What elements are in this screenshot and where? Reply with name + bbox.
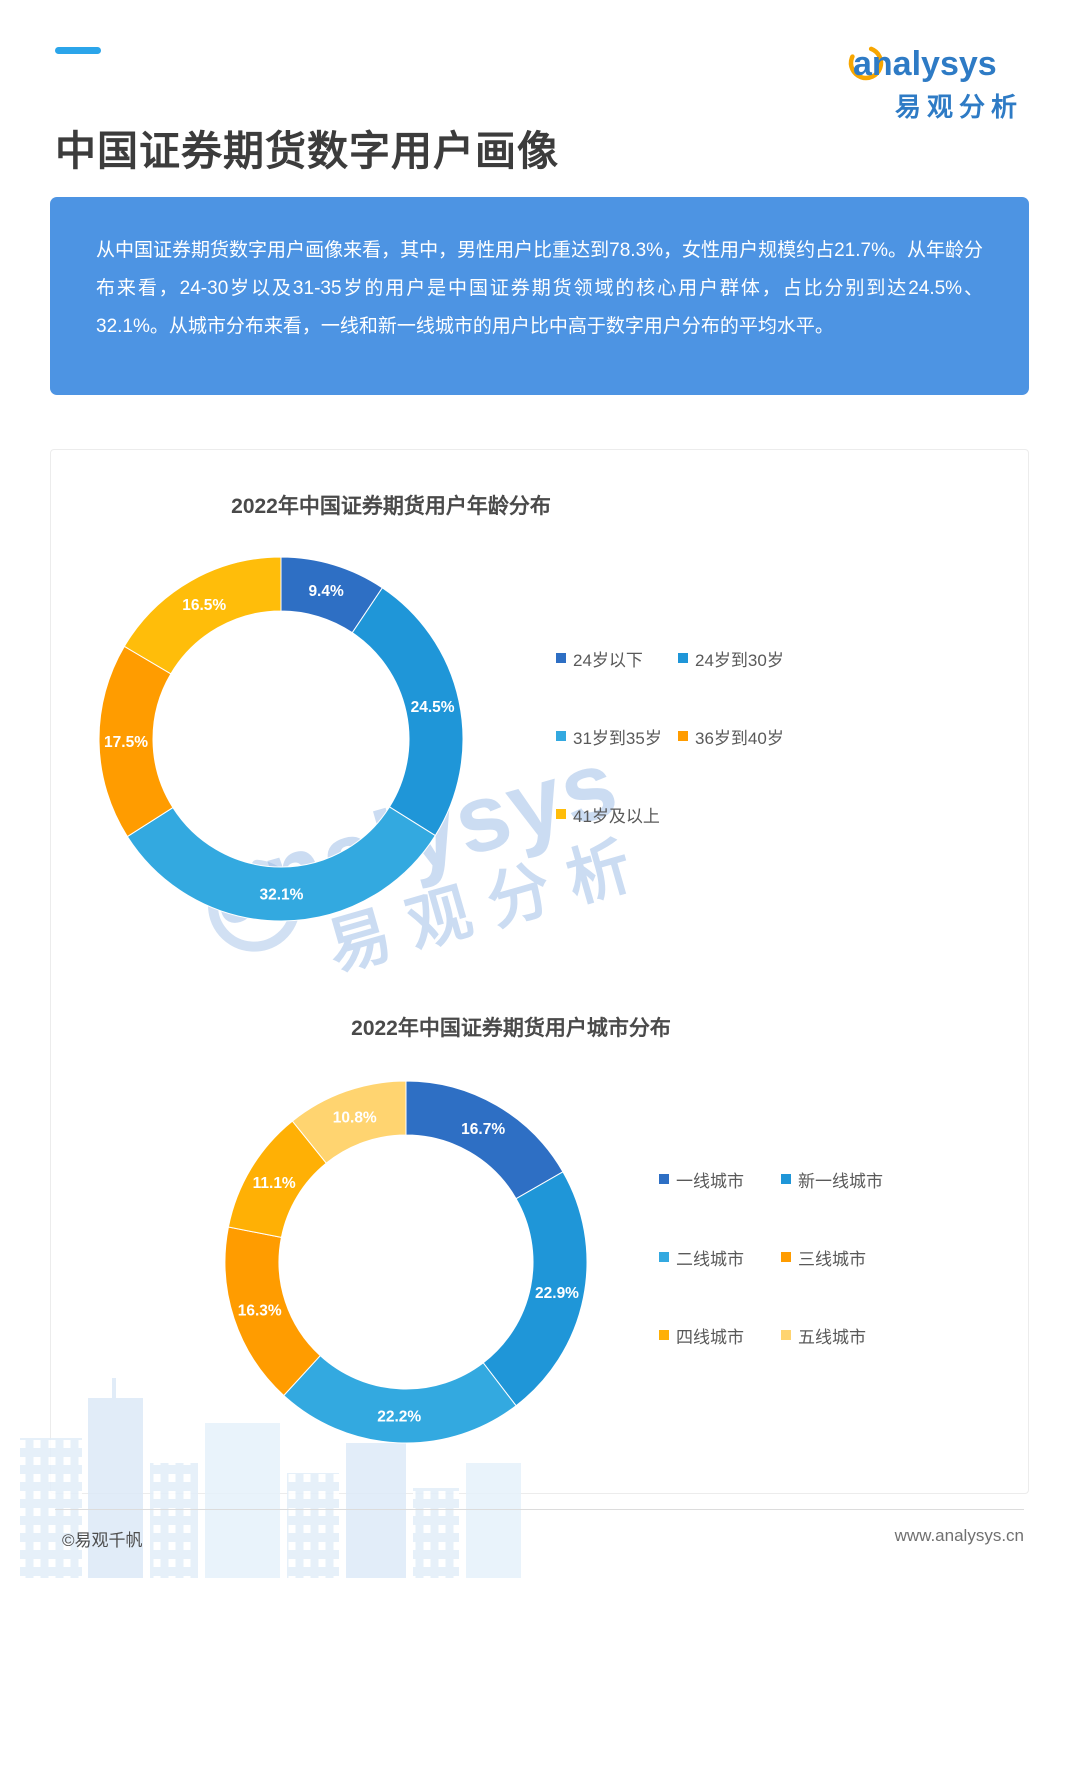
donut-slice-0: [405, 1080, 564, 1200]
footer-divider: [55, 1509, 1024, 1510]
slice-percentage-label: 16.7%: [461, 1121, 505, 1138]
city-distribution-legend: 一线城市 新一线城市二线城市 三线城市四线城市 五线城市: [659, 1168, 883, 1347]
slice-percentage-label: 22.2%: [377, 1408, 421, 1425]
age-distribution-donut-chart: 9.4% 24.5% 32.1% 17.5% 16.5%: [91, 549, 471, 934]
legend-item: 24岁到30岁: [678, 647, 784, 670]
legend-item: 一线城市: [659, 1168, 781, 1191]
slice-percentage-label: 22.9%: [535, 1285, 579, 1302]
legend-swatch-icon: [556, 653, 566, 663]
legend-item: 24岁以下: [556, 647, 678, 670]
legend-label: 41岁及以上: [573, 806, 660, 826]
brand-logo: analysys 易观分析: [845, 34, 1027, 124]
legend-label: 24岁到30岁: [695, 650, 784, 670]
legend-swatch-icon: [659, 1174, 669, 1184]
legend-label: 新一线城市: [798, 1171, 883, 1191]
charts-card: 2022年中国证券期货用户年龄分布 9.4% 24.5% 32.1% 17.5% 16.…: [50, 449, 1029, 1494]
legend-item: 二线城市: [659, 1246, 781, 1269]
summary-text: 从中国证券期货数字用户画像来看，其中，男性用户比重达到78.3%，女性用户规模约…: [96, 240, 983, 337]
summary-box: 从中国证券期货数字用户画像来看，其中，男性用户比重达到78.3%，女性用户规模约…: [50, 197, 1029, 395]
legend-swatch-icon: [659, 1252, 669, 1262]
legend-swatch-icon: [678, 653, 688, 663]
legend-label: 一线城市: [676, 1171, 744, 1191]
slice-percentage-label: 10.8%: [333, 1109, 377, 1126]
brand-logo-cn: 易观分析: [894, 92, 1023, 122]
legend-label: 二线城市: [676, 1249, 744, 1269]
legend-swatch-icon: [781, 1174, 791, 1184]
slice-percentage-label: 32.1%: [260, 886, 304, 903]
slice-percentage-label: 24.5%: [411, 699, 455, 716]
city-distribution-donut-chart: 16.7% 22.9% 22.2% 16.3% 11.1% 10.8%: [216, 1072, 596, 1457]
donut-slice-2: [283, 1354, 517, 1444]
legend-swatch-icon: [781, 1252, 791, 1262]
footer-website-link: www.analysys.cn: [894, 1526, 1024, 1545]
donut-slice-2: [126, 806, 436, 922]
svg-text:analysys: analysys: [853, 45, 997, 82]
legend-swatch-icon: [556, 731, 566, 741]
slice-percentage-label: 16.3%: [238, 1303, 282, 1320]
legend-label: 36岁到40岁: [695, 728, 784, 748]
legend-label: 四线城市: [676, 1327, 744, 1347]
legend-item: 41岁及以上: [556, 803, 678, 826]
legend-item: 31岁到35岁: [556, 725, 678, 748]
slice-percentage-label: 11.1%: [253, 1175, 296, 1192]
legend-swatch-icon: [556, 809, 566, 819]
donut-slice-5: [291, 1080, 407, 1164]
legend-item: 三线城市: [781, 1246, 883, 1269]
slice-percentage-label: 17.5%: [104, 734, 148, 751]
slice-percentage-label: 9.4%: [308, 583, 344, 600]
chart2-title: 2022年中国证券期货用户城市分布: [351, 1017, 671, 1040]
legend-item: 四线城市: [659, 1324, 781, 1347]
donut-slice-4: [123, 556, 282, 675]
legend-swatch-icon: [678, 731, 688, 741]
age-distribution-legend: 24岁以下 24岁到30岁 31岁到35岁 36岁到40岁 41岁及以上: [556, 647, 784, 826]
legend-label: 三线城市: [798, 1249, 866, 1269]
legend-item: 五线城市: [781, 1324, 883, 1347]
accent-dash: [55, 47, 101, 54]
legend-label: 五线城市: [798, 1327, 866, 1347]
legend-item: 36岁到40岁: [678, 725, 784, 748]
footer-copyright: ©易观千帆: [62, 1531, 143, 1550]
slice-percentage-label: 16.5%: [182, 597, 226, 614]
legend-swatch-icon: [781, 1330, 791, 1340]
page-title: 中国证券期货数字用户画像: [55, 128, 559, 175]
legend-item: 新一线城市: [781, 1168, 883, 1191]
analysys-logo-icon: analysys: [848, 45, 997, 83]
legend-swatch-icon: [659, 1330, 669, 1340]
chart1-title: 2022年中国证券期货用户年龄分布: [231, 495, 551, 518]
legend-label: 24岁以下: [573, 650, 643, 670]
legend-label: 31岁到35岁: [573, 728, 662, 748]
